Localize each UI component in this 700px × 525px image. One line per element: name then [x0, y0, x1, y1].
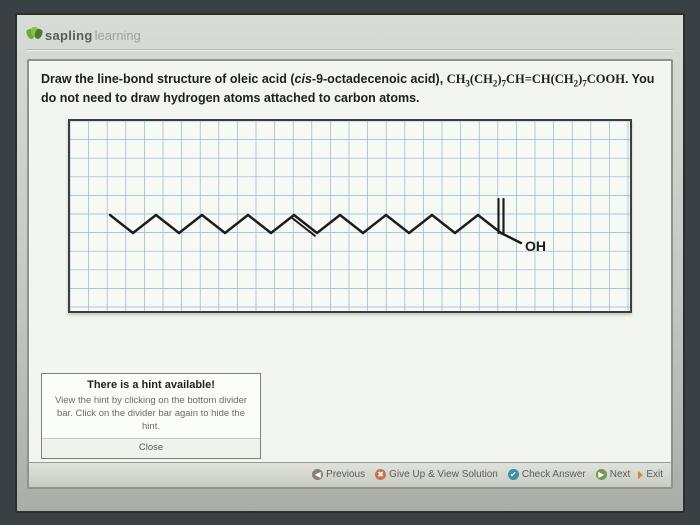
give-up-button[interactable]: ✖ Give Up & View Solution	[375, 469, 498, 480]
drawing-canvas[interactable]: OH	[68, 119, 632, 313]
hint-body: View the hint by clicking on the bottom …	[42, 395, 260, 437]
previous-icon: ◀	[312, 469, 323, 480]
prompt-cis: cis	[295, 72, 312, 86]
sapling-logo-icon	[27, 27, 43, 43]
question-panel: Draw the line-bond structure of oleic ac…	[27, 59, 673, 489]
exit-label: Exit	[646, 469, 663, 480]
prompt-text-b: -9-octadecenoic acid),	[312, 72, 447, 86]
previous-button[interactable]: ◀ Previous	[312, 469, 365, 480]
next-button[interactable]: ▶ Next	[596, 469, 631, 480]
previous-label: Previous	[326, 469, 365, 480]
check-answer-button[interactable]: ✔ Check Answer	[508, 469, 586, 480]
exit-button[interactable]: Exit	[640, 469, 663, 480]
brand-bar: sapling learning	[27, 21, 673, 43]
hint-title: There is a hint available!	[42, 374, 260, 395]
brand-word-2: learning	[95, 28, 141, 43]
check-answer-label: Check Answer	[522, 469, 586, 480]
divider	[27, 49, 673, 51]
give-up-icon: ✖	[375, 469, 386, 480]
give-up-label: Give Up & View Solution	[389, 469, 498, 480]
svg-text:OH: OH	[525, 238, 546, 254]
hint-popup: There is a hint available! View the hint…	[41, 373, 261, 458]
action-bar: ◀ Previous ✖ Give Up & View Solution ✔ C…	[29, 462, 671, 487]
prompt-text-a: Draw the line-bond structure of oleic ac…	[41, 72, 295, 86]
next-label: Next	[610, 469, 631, 480]
check-icon: ✔	[508, 469, 519, 480]
prompt-formula: CH3(CH2)7CH=CH(CH2)7COOH	[447, 72, 625, 86]
question-prompt: Draw the line-bond structure of oleic ac…	[41, 71, 659, 108]
next-icon: ▶	[596, 469, 607, 480]
molecule-svg: OH	[70, 121, 630, 311]
app-frame: sapling learning Draw the line-bond stru…	[15, 13, 685, 513]
exit-icon	[638, 471, 643, 479]
hint-close-button[interactable]: Close	[42, 438, 260, 458]
brand-word-1: sapling	[45, 28, 93, 43]
